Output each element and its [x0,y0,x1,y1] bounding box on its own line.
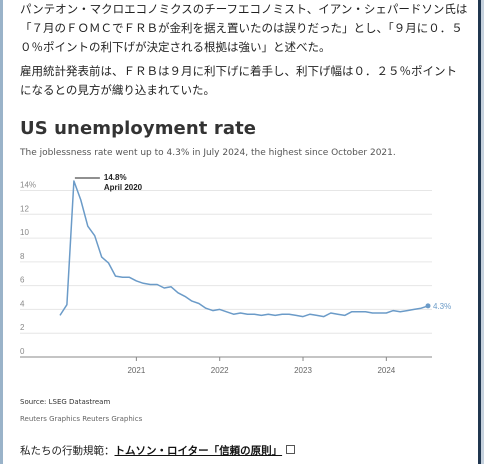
y-tick-label: 2 [20,323,25,332]
right-edge-bar [481,0,484,464]
y-tick-label: 8 [20,252,25,261]
x-tick-label: 2023 [294,366,312,375]
y-tick-label: 12 [20,204,29,213]
end-point-label: 4.3% [433,302,451,311]
y-tick-label: 6 [20,276,25,285]
chart-source: Source: LSEG Datastream [20,398,111,406]
x-tick-label: 2024 [377,366,395,375]
peak-annotation-label: April 2020 [104,183,143,192]
chart-credit: Reuters Graphics Reuters Graphics [20,415,143,423]
footer-code-of-conduct: 私たちの行動規範：トムソン・ロイター「信頼の原則」 [20,443,296,458]
end-point-dot [425,303,431,309]
x-tick-label: 2021 [127,366,145,375]
trust-principles-link[interactable]: トムソン・ロイター「信頼の原則」 [114,445,283,457]
left-edge-bar [0,0,3,464]
peak-annotation-value: 14.8% [104,173,127,182]
unemployment-line [59,180,429,318]
footer-prefix: 私たちの行動規範： [20,445,115,457]
chart-subtitle: The joblessness rate went up to 4.3% in … [20,148,396,158]
right-edge-dark-bar [478,0,481,464]
y-tick-label: 14% [20,181,36,190]
y-tick-label: 4 [20,299,25,308]
external-link-icon[interactable] [286,445,296,454]
y-tick-label: 0 [20,347,25,356]
article-paragraph-2: 雇用統計発表前は、ＦＲＢは９月に利下げに着手し、利下げ幅は０．２５％ポイントにな… [20,64,457,97]
y-tick-label: 10 [20,228,29,237]
chart-title: US unemployment rate [20,118,257,139]
x-tick-label: 2022 [211,366,229,375]
article-paragraph-1: パンテオン・マクロエコノミクスのチーフエコノミスト、イアン・シェパードソン氏は「… [20,2,468,54]
chart-plot: 0 2 4 6 8 10 12 14% 2021 2022 2023 2024 14.8%April 2… [20,173,451,375]
